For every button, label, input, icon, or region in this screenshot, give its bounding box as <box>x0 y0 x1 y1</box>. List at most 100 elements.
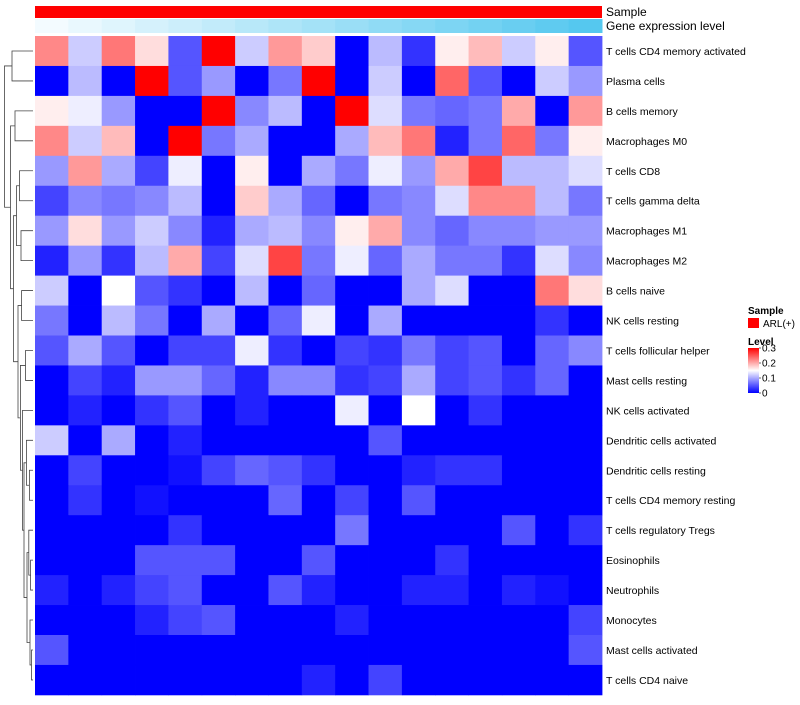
heatmap-cell <box>335 185 369 217</box>
heatmap-cell <box>501 125 536 157</box>
dendrogram-branch <box>31 649 33 681</box>
heatmap-cell <box>568 365 603 396</box>
heatmap-cell <box>235 455 269 486</box>
heatmap-cell <box>268 635 303 666</box>
row-label: Macrophages M2 <box>606 256 687 268</box>
heatmap-cell <box>101 275 136 306</box>
heatmap-cell <box>101 185 136 217</box>
heatmap-cell <box>435 545 469 576</box>
heatmap-cell <box>201 455 236 486</box>
row-label: Mast cells resting <box>606 375 687 387</box>
heatmap-cell <box>101 125 136 157</box>
heatmap-cell <box>201 215 236 247</box>
expression-annotation-cell <box>435 19 470 33</box>
heatmap-cell <box>535 245 570 276</box>
dendrogram-branch <box>4 65 12 208</box>
heatmap-cell <box>535 275 570 306</box>
expression-annotation-cell <box>235 19 269 33</box>
row-label: T cells CD4 naive <box>606 675 688 687</box>
heatmap-cell <box>435 155 469 187</box>
dendrogram-branch <box>16 185 21 247</box>
heatmap-cell <box>235 425 269 456</box>
heatmap-cell <box>468 605 503 636</box>
heatmap-cell <box>235 664 269 696</box>
heatmap-cell <box>568 155 603 187</box>
expression-annotation-cell <box>301 19 336 33</box>
heatmap-cell <box>401 305 436 336</box>
heatmap-cell <box>168 635 203 666</box>
dendrogram-branch <box>19 170 33 202</box>
heatmap-cell <box>535 395 570 426</box>
heatmap-cell <box>401 635 436 666</box>
heatmap-cell <box>401 365 436 396</box>
heatmap-cell <box>568 65 603 97</box>
heatmap-cell <box>235 335 269 366</box>
heatmap-cell <box>68 485 103 516</box>
heatmap-cell <box>368 605 403 636</box>
heatmap-cell <box>135 245 169 276</box>
heatmap-cell <box>535 215 570 247</box>
heatmap-cell <box>235 305 269 336</box>
heatmap-cell <box>135 485 169 516</box>
heatmap-cell <box>468 515 503 546</box>
expression-annotation-cell <box>201 19 236 33</box>
heatmap-cell <box>68 605 103 636</box>
heatmap-cell <box>401 515 436 546</box>
heatmap-cell <box>301 65 336 97</box>
heatmap-cell <box>468 305 503 336</box>
heatmap-cell <box>535 605 570 636</box>
heatmap-cell <box>201 545 236 576</box>
legend-level-tick-label: 0.3 <box>762 344 776 355</box>
heatmap-cell <box>535 95 570 127</box>
heatmap-cell <box>468 425 503 456</box>
heatmap-cell <box>168 365 203 396</box>
heatmap-cell <box>101 425 136 456</box>
row-label: Dendritic cells activated <box>606 435 716 447</box>
legend-level-tick-label: 0.2 <box>762 359 776 370</box>
heatmap-cell <box>568 425 603 456</box>
heatmap-cell <box>501 335 536 366</box>
heatmap-cell <box>268 65 303 97</box>
heatmap-cell <box>68 305 103 336</box>
row-label: T cells regulatory Tregs <box>606 525 715 537</box>
heatmap-cell <box>468 455 503 486</box>
heatmap-cell <box>301 125 336 157</box>
heatmap-cell <box>568 635 603 666</box>
heatmap-cell <box>301 635 336 666</box>
heatmap-cell <box>201 365 236 396</box>
heatmap-cell <box>301 664 336 696</box>
row-label: B cells naive <box>606 286 665 298</box>
dendrogram-branch <box>13 215 18 363</box>
heatmap-cell <box>401 185 436 217</box>
heatmap-cells <box>35 36 603 696</box>
heatmap-cell <box>235 365 269 396</box>
legend-level-gradient <box>748 348 759 393</box>
heatmap-cell <box>68 395 103 426</box>
heatmap-cell <box>301 335 336 366</box>
heatmap-cell <box>35 215 69 247</box>
heatmap-cell <box>235 245 269 276</box>
heatmap-cell <box>535 335 570 366</box>
row-label: T cells gamma delta <box>606 196 700 208</box>
heatmap-cell <box>568 335 603 366</box>
heatmap-cell <box>368 365 403 396</box>
heatmap-cell <box>468 485 503 516</box>
heatmap-cell <box>535 185 570 217</box>
heatmap-cell <box>335 605 369 636</box>
heatmap-cell <box>268 605 303 636</box>
heatmap-cell <box>368 455 403 486</box>
heatmap-cell <box>568 515 603 546</box>
heatmap-cell <box>135 275 169 306</box>
heatmap-cell <box>201 36 236 67</box>
heatmap-cell <box>535 455 570 486</box>
heatmap-cell <box>468 245 503 276</box>
heatmap-cell <box>168 575 203 606</box>
heatmap-cell <box>368 305 403 336</box>
heatmap-cell <box>568 125 603 157</box>
heatmap-cell <box>368 65 403 97</box>
heatmap-cell <box>35 515 69 546</box>
heatmap-cell <box>101 575 136 606</box>
heatmap-cell <box>468 215 503 247</box>
heatmap-cell <box>468 575 503 606</box>
expression-annotation-cell <box>101 19 136 33</box>
